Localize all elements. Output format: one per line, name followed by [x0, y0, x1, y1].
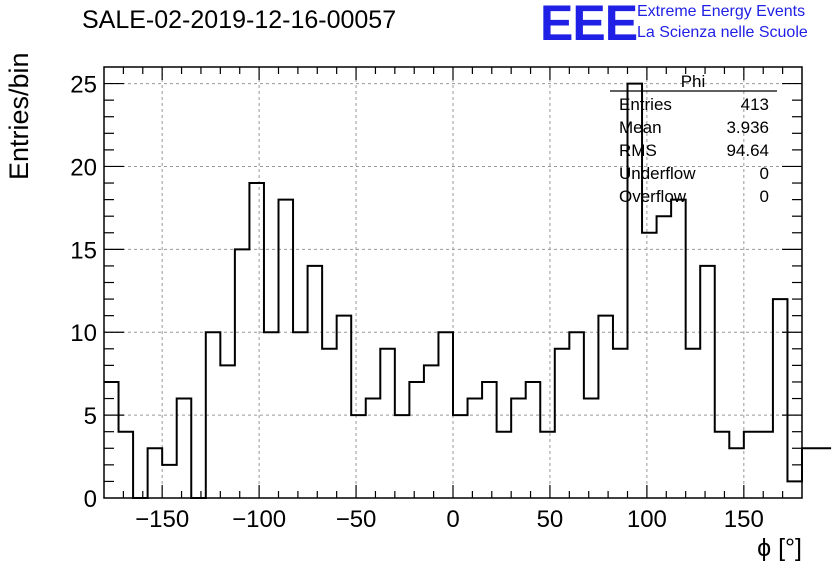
histogram-bin: [424, 365, 439, 498]
stats-row-label: Entries: [619, 95, 672, 114]
histogram-bin: [308, 266, 323, 498]
histogram-bin: [569, 332, 584, 498]
histogram-bin: [482, 382, 497, 498]
histogram-bin: [148, 448, 163, 498]
stats-row-label: Mean: [619, 118, 662, 137]
histogram-bin: [773, 299, 788, 498]
histogram-bin: [584, 399, 599, 498]
stats-row-value: 94.64: [726, 141, 769, 160]
histogram-bin: [366, 399, 381, 498]
histogram-bin: [453, 415, 468, 498]
histogram-bin: [468, 399, 483, 498]
histogram-bin: [409, 382, 424, 498]
histogram-bin: [249, 183, 264, 498]
y-tick-label: 10: [70, 320, 97, 347]
histogram-bin: [657, 216, 672, 498]
x-tick-label: 0: [446, 506, 459, 533]
stats-row-label: Underflow: [619, 164, 696, 183]
histogram-bin: [700, 266, 715, 498]
stats-box: Phi Entries 413 Mean 3.936 RMS 94.64 Underflow 0…: [610, 72, 777, 206]
histogram-bin: [380, 349, 395, 498]
x-tick-label: 100: [627, 506, 667, 533]
histogram-bin: [671, 200, 686, 498]
histogram-bin: [220, 365, 235, 498]
histogram-bin: [642, 233, 657, 498]
histogram-bin: [337, 316, 352, 498]
histogram-bin: [802, 448, 817, 498]
histogram-bin: [686, 349, 701, 498]
histogram-bin: [511, 399, 526, 498]
histogram-bin: [104, 382, 119, 498]
x-tick-label: 50: [537, 506, 564, 533]
histogram-bin: [758, 432, 773, 498]
x-tick-label: −50: [336, 506, 377, 533]
histogram-bin: [744, 432, 759, 498]
eee-logo: EEE: [540, 0, 638, 51]
x-tick-label: 150: [724, 506, 764, 533]
histogram-bin: [177, 399, 192, 498]
x-tick-label: −100: [232, 506, 286, 533]
histogram-bin: [715, 432, 730, 498]
histogram-bin: [119, 432, 134, 498]
y-tick-label: 0: [84, 486, 97, 513]
stats-row-value: 0: [760, 164, 769, 183]
y-tick-label: 15: [70, 237, 97, 264]
tick-labels: −150 −100 −50 0 50 100 150 0 5 10 15 20 25: [70, 72, 764, 533]
histogram-bin: [555, 349, 570, 498]
histogram-bin: [526, 382, 541, 498]
stats-row-label: RMS: [619, 141, 657, 160]
y-tick-label: 25: [70, 72, 97, 99]
grid-lines: [104, 67, 802, 498]
x-tick-label: −150: [135, 506, 189, 533]
histogram-bin: [497, 432, 512, 498]
histogram-bin: [351, 415, 366, 498]
histogram-bin: [729, 448, 744, 498]
histogram-bin: [293, 332, 308, 498]
logo-subtitle-1: Extreme Energy Events: [637, 3, 806, 20]
chart-title: SALE-02-2019-12-16-00057: [82, 6, 397, 34]
stats-row-value: 3.936: [726, 118, 769, 137]
histogram-bin: [235, 249, 250, 498]
histogram-outline: [104, 82, 832, 499]
y-tick-label: 20: [70, 154, 97, 181]
histogram-bars: [104, 82, 832, 499]
histogram-bin: [817, 448, 832, 498]
histogram-bin: [322, 349, 337, 498]
stats-row-value: 0: [760, 187, 769, 206]
y-tick-label: 5: [84, 403, 97, 430]
stats-row-value: 413: [741, 95, 769, 114]
stats-box-name: Phi: [681, 72, 706, 91]
x-axis-label: ϕ [°]: [757, 534, 802, 562]
histogram-bin: [787, 481, 802, 498]
histogram-bin: [279, 200, 294, 498]
histogram-bin: [395, 415, 410, 498]
logo-subtitle-2: La Scienza nelle Scuole: [637, 24, 808, 41]
histogram-bin: [613, 349, 628, 498]
histogram-bin: [598, 316, 613, 498]
stats-row-label: Overflow: [619, 187, 687, 206]
histogram-bin: [540, 432, 555, 498]
histogram-bin: [162, 465, 177, 498]
axes: [103, 66, 803, 499]
